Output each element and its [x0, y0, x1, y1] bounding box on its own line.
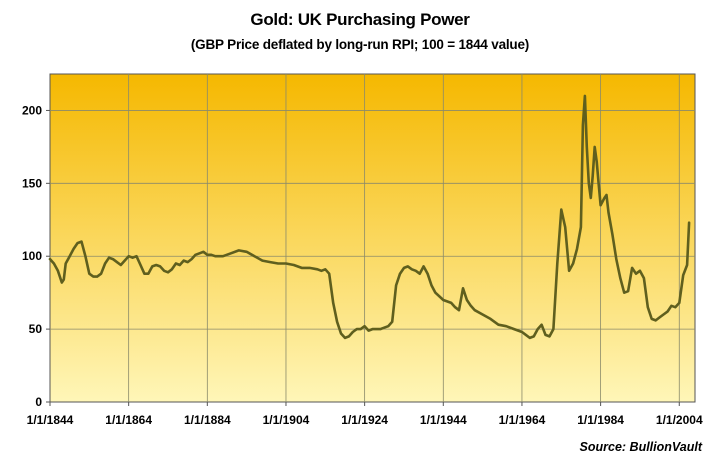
plot-area: [49, 73, 696, 403]
x-tick-label: 1/1/1964: [499, 413, 546, 427]
y-tick-label: 100: [22, 249, 42, 263]
series-line: [48, 94, 691, 340]
tick-layer: 0 50 100 150 200 1/1/1844 1/1/1864 1/1/1884 1/1/…: [22, 103, 703, 427]
chart-title: Gold: UK Purchasing Power: [250, 10, 470, 29]
x-tick-label: 1/1/1844: [27, 413, 74, 427]
y-tick-label: 150: [22, 176, 42, 190]
x-tick-label: 1/1/1864: [105, 413, 152, 427]
x-tick-label: 1/1/1984: [577, 413, 624, 427]
y-tick-label: 200: [22, 103, 42, 117]
chart-subtitle: (GBP Price deflated by long-run RPI; 100…: [190, 37, 530, 52]
y-tick-label: 50: [29, 322, 43, 336]
x-tick-label: 1/1/1944: [420, 413, 467, 427]
x-tick-label: 1/1/1884: [184, 413, 231, 427]
grid-layer: [50, 74, 695, 402]
x-tick-label: 1/1/2004: [656, 413, 703, 427]
x-tick-label: 1/1/1924: [341, 413, 388, 427]
x-tick-label: 1/1/1904: [263, 413, 310, 427]
source-note: Source: BullionVault: [579, 440, 702, 454]
y-tick-label: 0: [35, 395, 42, 409]
